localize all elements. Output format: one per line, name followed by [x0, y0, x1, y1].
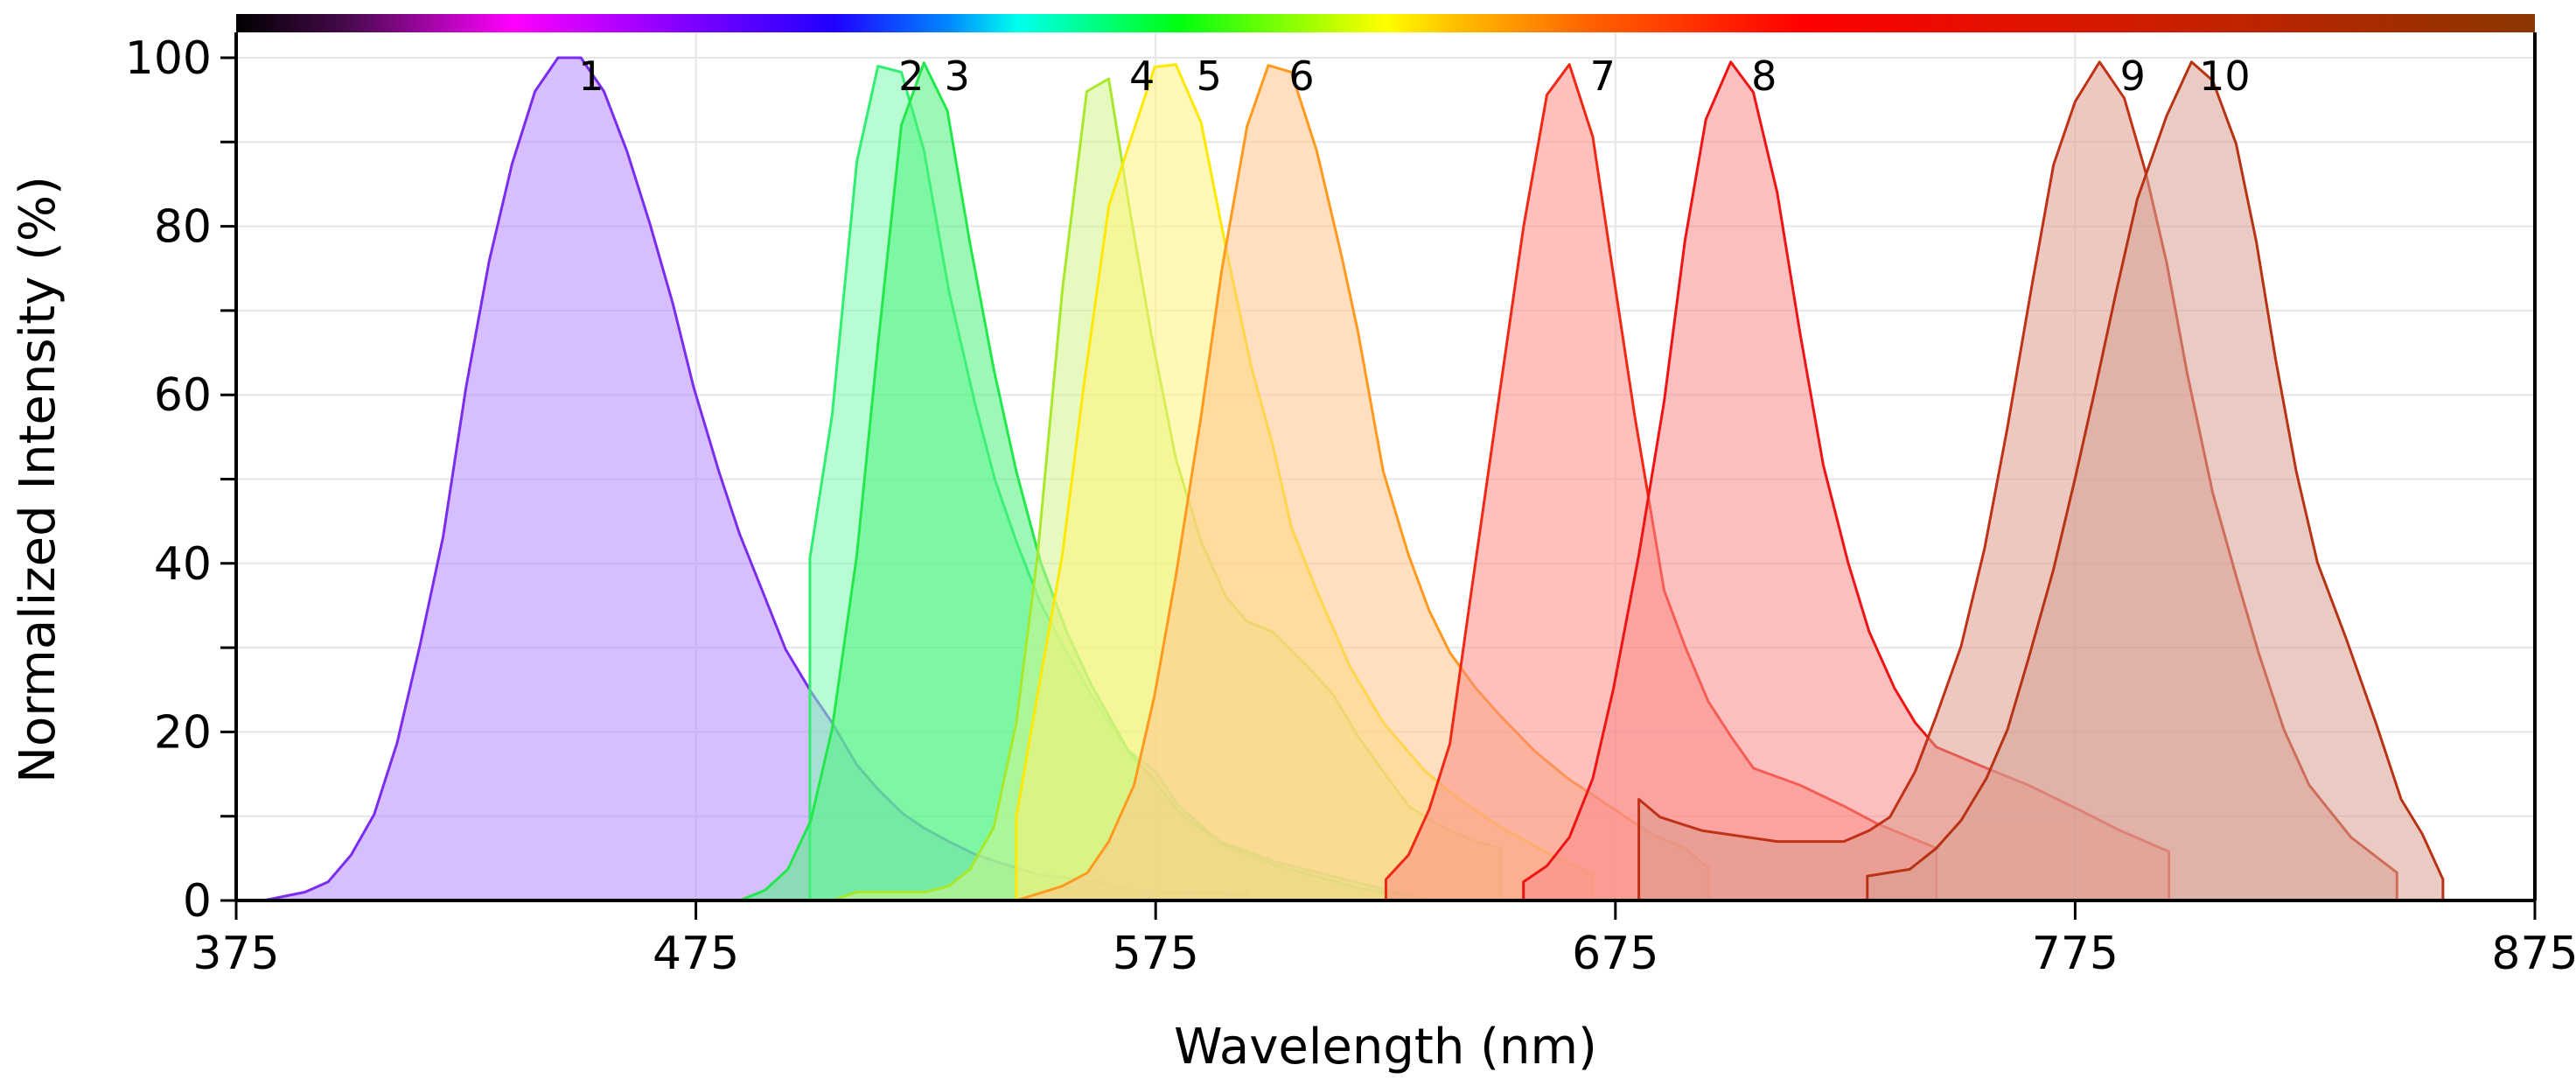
x-axis-title: Wavelength (nm)	[1174, 1019, 1597, 1075]
peak-label-5: 5	[1197, 53, 1222, 100]
x-tick-label: 375	[192, 928, 279, 980]
y-tick-label: 80	[154, 201, 212, 254]
series-10-fill	[1867, 61, 2443, 901]
y-tick-label: 0	[183, 875, 212, 928]
x-tick-label: 575	[1113, 928, 1199, 980]
peak-label-9: 9	[2120, 53, 2146, 100]
peak-labels: 1 2 3 4 5 6 7 8 9 10	[578, 53, 2250, 100]
peak-label-7: 7	[1590, 53, 1616, 100]
series-10-line	[1866, 60, 2445, 900]
x-tick-label: 475	[653, 928, 739, 980]
y-tick-label: 100	[125, 32, 212, 85]
y-tick-label: 60	[154, 369, 212, 422]
peak-label-4: 4	[1129, 53, 1155, 100]
y-tick-label: 20	[154, 706, 212, 759]
series-8-fill	[1523, 61, 2169, 901]
x-tick-label: 675	[1572, 928, 1658, 980]
series-3-fill	[739, 62, 1409, 901]
peak-label-3: 3	[945, 53, 970, 100]
y-tick-label: 40	[154, 538, 212, 591]
peak-label-2: 2	[898, 53, 924, 100]
x-tick-label: 775	[2032, 928, 2119, 980]
series-7-fill	[1386, 64, 1937, 900]
x-tick-label: 875	[2491, 928, 2576, 980]
spectra-areas	[263, 56, 2445, 902]
series-6-fill	[1016, 65, 1708, 900]
colorbar	[236, 14, 2535, 32]
y-axis-title: Normalized Intensity (%)	[10, 176, 66, 783]
series-1-fill	[263, 58, 1248, 900]
peak-label-10: 10	[2199, 53, 2251, 100]
peak-label-8: 8	[1751, 53, 1777, 100]
peak-label-6: 6	[1288, 53, 1314, 100]
peak-label-1: 1	[578, 53, 604, 100]
